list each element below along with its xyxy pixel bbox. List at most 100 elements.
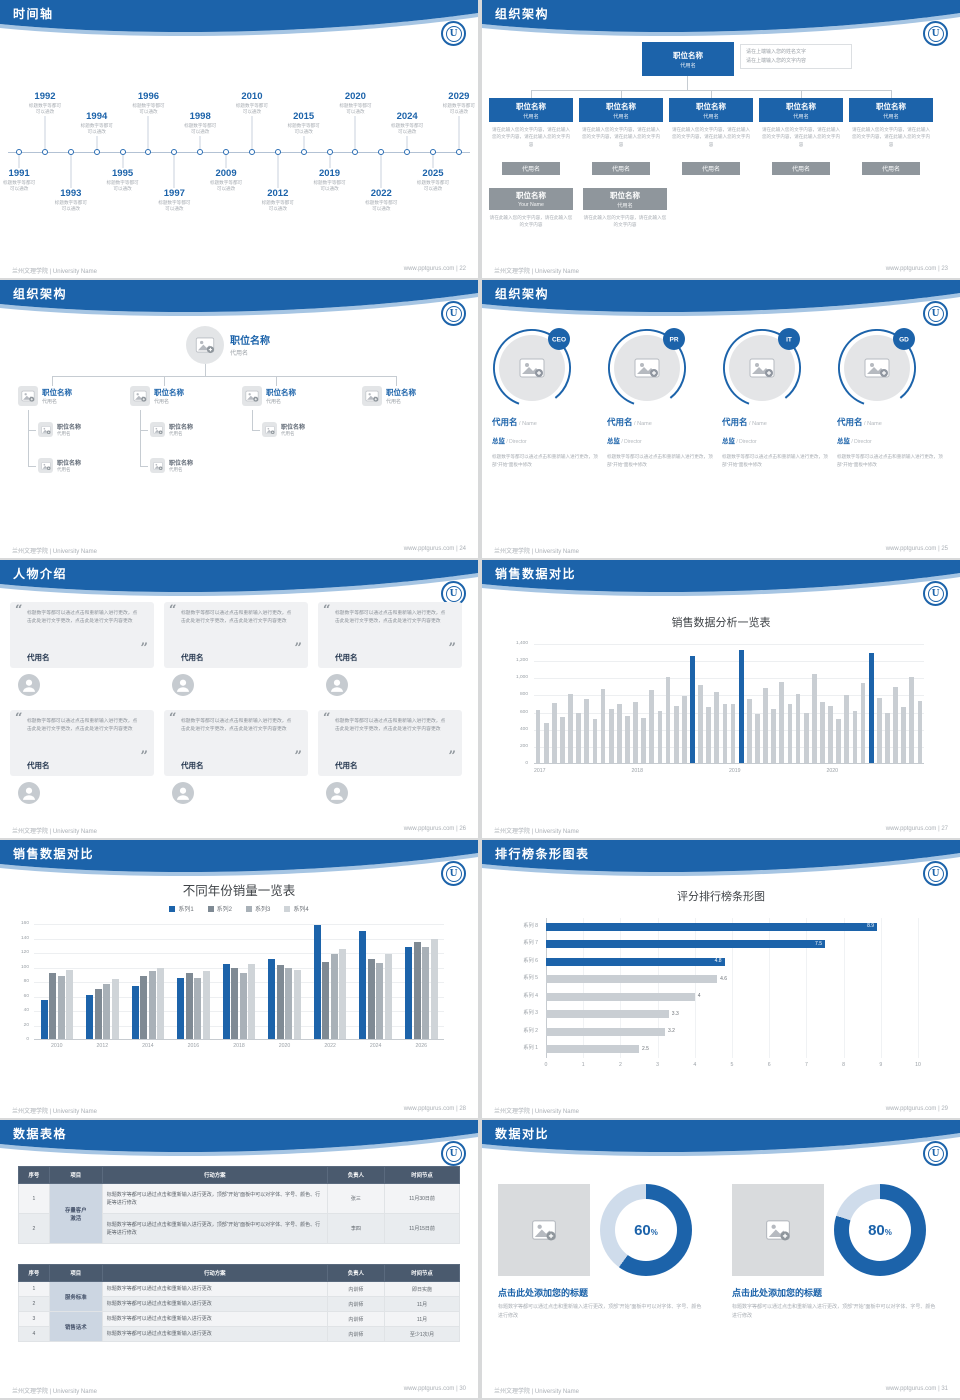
connector-line	[28, 466, 36, 467]
profile-desc: 标题数字等都可以通过点击和重新输入进行更改，顶部“开始”面板中修改	[492, 454, 598, 468]
connector-line	[252, 430, 260, 431]
chart-title: 销售数据分析一览表	[671, 617, 771, 629]
profile-name-row: 代用名 / Name	[492, 412, 598, 430]
slide-29-ranking-chart[interactable]: 排行榜条形图表 U 评分排行榜条形图 8.9 7.5 4.8 4.6 4 3.3 3.2 2.5…	[482, 840, 960, 1118]
org-position-note: 请在此输入您的文字内容，请在此输入您的文字内容，请在此输入您的文字内容	[581, 127, 661, 147]
profile-card: IT 代用名 / Name 总监 / Director 标题数字等都可以通过点击和重新…	[722, 324, 828, 469]
slide-27-sales-chart[interactable]: 销售数据对比 U 销售数据分析一览表 1,400 1,200 1,000 800 600 4…	[482, 560, 960, 838]
org-bottom-title: 职位名称	[610, 190, 640, 200]
connector-line	[621, 90, 622, 98]
chart-plot-area: 8.9 7.5 4.8 4.6 4 3.3 3.2 2.5	[546, 918, 919, 1058]
slide-header: 组织架构 U	[0, 280, 478, 326]
chart-bar	[546, 922, 878, 931]
bar-value-label: 3.3	[671, 1010, 679, 1017]
table-header-cell: 行动方案	[101, 1166, 328, 1184]
timeline-year: 1993	[60, 187, 82, 199]
org-position-title: 职位名称	[516, 101, 546, 111]
branch-sub: 代用名	[154, 399, 170, 405]
org-root-note: 请在上端输入您的姓名文字 请在上端输入您的文字内容	[740, 44, 852, 69]
org-position-box: 职位名称 代用名	[849, 98, 933, 122]
gridline	[806, 918, 808, 1058]
chart-bar	[811, 674, 817, 764]
slide-header: 数据对比 U	[482, 1120, 960, 1166]
gridline	[534, 644, 924, 645]
slide-title: 组织架构	[495, 7, 550, 21]
subbranch-title: 职位名称	[57, 461, 82, 467]
image-placeholder-icon	[152, 425, 163, 434]
chart-bar	[535, 710, 541, 764]
slide-31-data-compare[interactable]: 数据对比 U 60% 点击此处添加您的标题 标题数字等都可以通过点击和重新输入进行更…	[482, 1120, 960, 1398]
org-name-tag: 代用名	[772, 162, 830, 175]
org-subbranch: 职位名称 代用名	[38, 458, 81, 473]
testimonial-card: “ 标题数字等都可以通过点击和重新输入进行更改，点击此处进行文字更改，点击此处进行…	[318, 710, 462, 776]
tables-canvas: 序号 项目 行动方案 负责人 时间节点 1 存量客户 激活 标题数字等都可以通过点击和重新输入…	[0, 1158, 478, 1385]
testimonial-text: 标题数字等都可以通过点击和重新输入进行更改，点击此处进行文字更改，点击此处进行文…	[335, 611, 446, 625]
subbranch-photo	[262, 422, 277, 437]
org-branch: 职位名称 代用名	[242, 386, 296, 406]
org-bottom-note: 请在此输入您的文字内容，请在此输入您的文字内容	[583, 215, 667, 228]
timeline-entry: 1996 标题数字等都可 可以通改	[123, 91, 173, 116]
slide-24-org-tree[interactable]: 组织架构 U 职位名称 代用名 职位名称 代用名 职位名称 代用名 职位名称 代用名 职位名称代…	[0, 280, 478, 558]
chart-bar	[779, 681, 785, 764]
chart-bar	[795, 693, 801, 764]
chart-title: 不同年份销量一览表	[182, 884, 296, 898]
slide-25-org-profiles[interactable]: 组织架构 U CEO 代用名 / Name 总监 / Director 标题数字等都可…	[482, 280, 960, 558]
cell-time: 11月15日前	[384, 1213, 460, 1244]
y-axis-label: 40	[23, 1008, 29, 1013]
slide-28-grouped-chart[interactable]: 销售数据对比 U 不同年份销量一览表 系列1 系列2 系列3 系列4 160 140 120 1…	[0, 840, 478, 1118]
connector-line	[801, 90, 802, 98]
footer-site-page: www.pptgurus.com | 30	[403, 1386, 466, 1392]
profile-role: 总监	[722, 438, 735, 445]
subbranch-label: 职位名称 代用名	[169, 422, 193, 437]
org-subbranch: 职位名称 代用名	[262, 422, 305, 437]
row-label: 系列 2	[523, 1027, 538, 1034]
slide-23-org-chart[interactable]: 组织架构 U 职位名称 代用名 请在上端输入您的姓名文字 请在上端输入您的文字内容职…	[482, 0, 960, 278]
subbranch-sub: 代用名	[57, 431, 71, 436]
timeline-desc: 标题数字等都可 可以通改	[391, 122, 424, 135]
x-axis-label: 2017	[534, 768, 546, 774]
gridline	[34, 1011, 444, 1012]
subbranch-photo	[38, 458, 53, 473]
open-quote-icon: “	[323, 603, 331, 618]
timeline-year: 2029	[448, 90, 470, 102]
row-label: 系列 8	[523, 922, 538, 929]
timeline-year: 2025	[422, 167, 444, 179]
org-root-sub: 代用名	[680, 62, 696, 69]
timeline-connector	[18, 151, 20, 168]
timeline-entry: 1992 标题数字等都可 可以通改	[20, 91, 70, 116]
legend-label: 系列3	[255, 907, 271, 913]
university-logo-icon: U	[923, 581, 948, 606]
timeline-desc: 标题数字等都可 可以通改	[339, 102, 372, 115]
y-axis-label: 160	[20, 921, 29, 926]
org-name-tag: 代用名	[592, 162, 650, 175]
header-wave-shape	[482, 840, 960, 877]
timeline-entry: 2015 标题数字等都可 可以通改	[279, 111, 329, 136]
testimonial-name: 代用名	[335, 653, 358, 662]
x-axis-label: 2014	[142, 1043, 154, 1049]
profile-name-en: / Name	[747, 421, 767, 427]
slide-22-timeline[interactable]: 时间轴 U 1991 标题数字等都可 可以通改 1992 标题数字等都可 可以通改 19…	[0, 0, 478, 278]
x-axis-label: 2018	[233, 1043, 245, 1049]
slide-30-data-tables[interactable]: 数据表格 U 序号 项目 行动方案 负责人 时间节点 1 存量客户 激活 标题数字等都可以通过…	[0, 1120, 478, 1398]
cell-plan: 标题数字等都可以通过点击和重新输入进行更改	[101, 1311, 328, 1327]
chart-bar	[673, 705, 679, 764]
timeline-desc: 标题数字等都可 可以通改	[287, 122, 320, 135]
timeline-node	[145, 148, 152, 155]
profile-role-en: / Director	[505, 439, 527, 445]
chart-bar	[49, 973, 56, 1040]
slide-26-people-intro[interactable]: 人物介绍 U “ 标题数字等都可以通过点击和重新输入进行更改，点击此处进行文字更改…	[0, 560, 478, 838]
timeline-entry: 2020 标题数字等都可 可以通改	[330, 91, 380, 116]
slide-footer: 兰州文理学院 | University Name www.pptgurus.co…	[494, 1386, 948, 1395]
university-logo-icon: U	[441, 1141, 466, 1166]
gridline	[34, 924, 444, 925]
person-avatar-icon	[172, 782, 194, 804]
timeline-year: 2009	[215, 167, 237, 179]
testimonial-name: 代用名	[27, 653, 50, 662]
branch-photo	[18, 386, 38, 406]
gridline	[534, 712, 924, 714]
gridline	[843, 918, 845, 1058]
chart-bar	[546, 1045, 639, 1054]
testimonials-canvas: “ 标题数字等都可以通过点击和重新输入进行更改，点击此处进行文字更改，点击此处进行…	[0, 598, 478, 825]
cell-plan: 标题数字等都可以通过点击和重新输入进行更改	[101, 1296, 328, 1312]
connector-line	[687, 76, 688, 90]
